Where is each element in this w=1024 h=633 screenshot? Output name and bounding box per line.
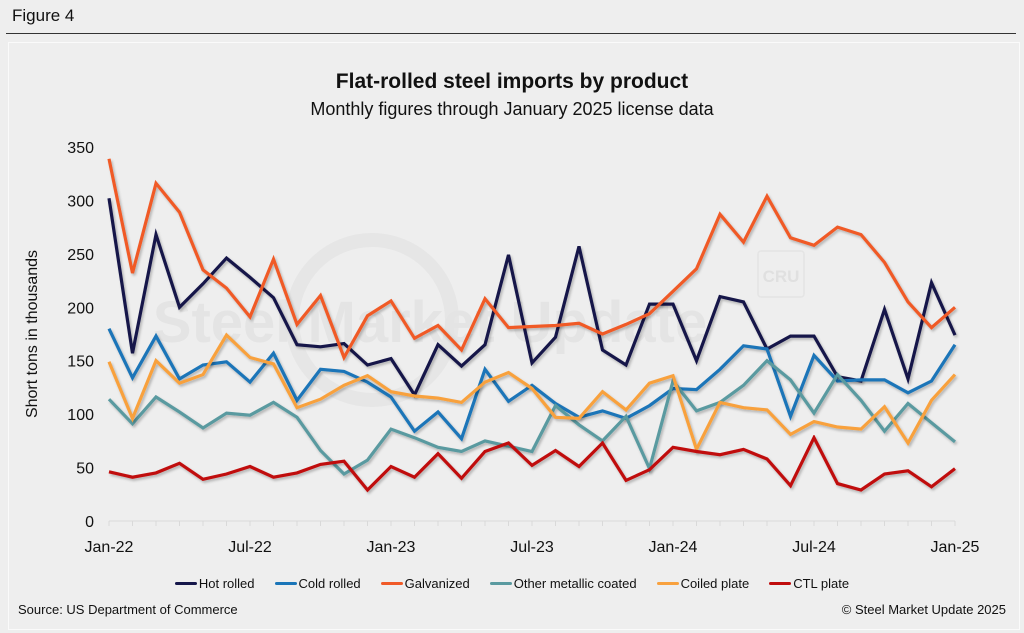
legend-item-ctl-plate: CTL plate	[769, 576, 849, 591]
legend-swatch	[489, 582, 512, 585]
y-tick-label: 250	[67, 247, 94, 264]
chart-panel	[8, 42, 1020, 630]
x-tick-label: Jul-24	[792, 539, 836, 556]
x-axis: Jan-22 Jul-22 Jan-23 Jul-23 Jan-24 Jul-24 Jan-…	[85, 520, 980, 556]
legend: Hot rolled Cold rolled Galvanized Other met…	[0, 576, 1024, 591]
legend-item-other-metallic-coated: Other metallic coated	[489, 576, 637, 591]
series-line-galvanized	[107, 158, 957, 362]
series-line-other-metallic-coated	[107, 358, 957, 477]
legend-item-cold-rolled: Cold rolled	[274, 576, 361, 591]
y-axis: 0 50 100 150 200 250 300 350	[67, 140, 94, 531]
legend-swatch	[769, 582, 792, 585]
legend-swatch	[274, 582, 297, 585]
watermark-badge-text: CRU	[763, 267, 800, 286]
legend-swatch	[380, 582, 403, 585]
legend-label: Hot rolled	[198, 576, 255, 591]
watermark: Steel Market Update CRU	[153, 233, 805, 407]
x-tick-label: Jan-25	[931, 539, 980, 556]
copyright-note: © Steel Market Update 2025	[841, 602, 1006, 617]
x-tick-label: Jan-22	[85, 539, 134, 556]
legend-swatch	[174, 582, 197, 585]
x-tick-label: Jan-24	[649, 539, 698, 556]
series-line-cold-rolled	[107, 328, 957, 442]
source-note: Source: US Department of Commerce	[18, 602, 238, 617]
series-line-hot-rolled	[107, 198, 957, 399]
legend-label: Cold rolled	[298, 576, 361, 591]
figure-divider	[6, 33, 1016, 34]
y-tick-label: 350	[67, 140, 94, 157]
x-tick-label: Jan-23	[367, 539, 416, 556]
series-line-coiled-plate	[107, 332, 957, 454]
y-tick-label: 100	[67, 407, 94, 424]
chart-title: Flat-rolled steel imports by product	[335, 70, 689, 93]
legend-swatch	[656, 582, 679, 585]
legend-label: Galvanized	[404, 576, 470, 591]
y-tick-label: 0	[85, 514, 94, 531]
y-tick-label: 200	[67, 300, 94, 317]
figure-label: Figure 4	[12, 6, 75, 25]
y-tick-label: 150	[67, 354, 94, 371]
chart-subtitle: Monthly figures through January 2025 lic…	[310, 99, 714, 119]
watermark-badge	[757, 250, 805, 298]
series-group	[107, 158, 957, 493]
series-line-ctl-plate	[108, 434, 956, 493]
legend-label: Coiled plate	[680, 576, 750, 591]
y-axis-label: Short tons in thousands	[24, 250, 41, 418]
legend-item-hot-rolled: Hot rolled	[174, 576, 255, 591]
watermark-ring	[285, 233, 459, 407]
legend-item-coiled-plate: Coiled plate	[656, 576, 750, 591]
watermark-text: Steel Market Update	[153, 290, 707, 355]
legend-label: Other metallic coated	[513, 576, 637, 591]
y-tick-label: 300	[67, 193, 94, 210]
x-tick-label: Jul-22	[228, 539, 272, 556]
x-tick-label: Jul-23	[510, 539, 554, 556]
y-tick-label: 50	[76, 461, 94, 478]
legend-item-galvanized: Galvanized	[380, 576, 470, 591]
legend-label: CTL plate	[793, 576, 850, 591]
